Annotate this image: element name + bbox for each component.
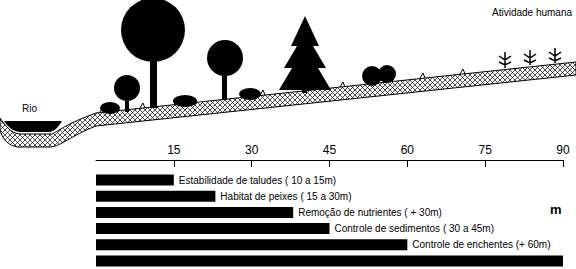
svg-text:Rio: Rio: [22, 103, 37, 114]
svg-text:m: m: [550, 202, 562, 217]
svg-text:45: 45: [323, 143, 337, 157]
svg-text:Atividade humana: Atividade humana: [492, 7, 572, 18]
svg-text:Controle de enchentes (+ 60m): Controle de enchentes (+ 60m): [412, 239, 550, 250]
svg-text:30: 30: [245, 143, 259, 157]
svg-text:Habitat de peixes ( 15 a 30m): Habitat de peixes ( 15 a 30m): [220, 191, 351, 202]
svg-text:60: 60: [401, 143, 415, 157]
svg-text:Estabilidade de taludes ( 10 a: Estabilidade de taludes ( 10 a 15m): [179, 175, 336, 186]
svg-text:Controle de sedimentos ( 30 a: Controle de sedimentos ( 30 a 45m): [335, 223, 495, 234]
svg-text:15: 15: [167, 143, 181, 157]
svg-text:75: 75: [478, 143, 492, 157]
svg-text:Remoção de nutrientes ( + 30m): Remoção de nutrientes ( + 30m): [298, 207, 442, 218]
svg-text:90: 90: [556, 143, 570, 157]
